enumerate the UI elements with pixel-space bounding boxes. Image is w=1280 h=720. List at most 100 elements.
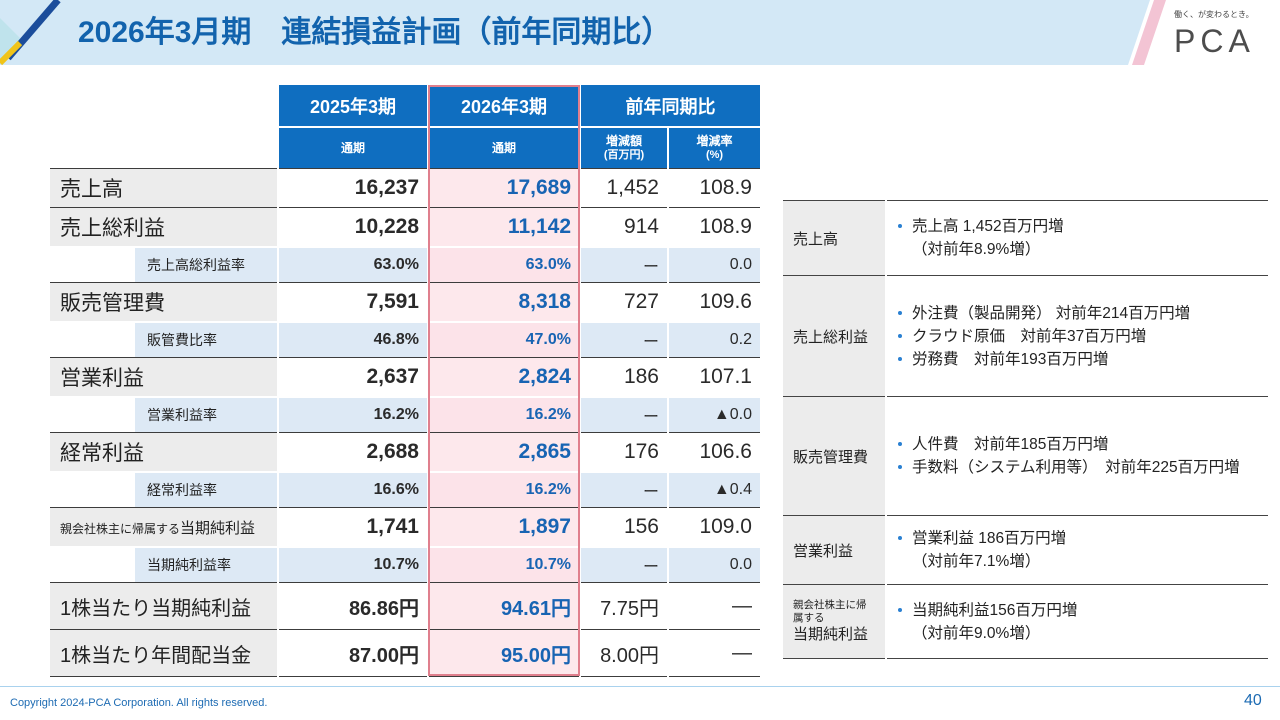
header-rate: 増減率 (%) — [667, 127, 760, 169]
row-label: 1株当たり当期純利益 — [50, 582, 278, 630]
note-subtext: （対前年8.9%増） — [912, 241, 1041, 258]
company-logo: 働く、が変わるとき。 PCA — [1174, 10, 1270, 59]
fy2026-value: 16.2% — [427, 396, 580, 433]
header-change: 増減額 (百万円) — [579, 127, 668, 169]
bullet-icon — [898, 310, 902, 315]
fy2025-value: 16,237 — [277, 168, 428, 208]
table-subheader-row: 通期 通期 増減額 (百万円) 増減率 (%) — [50, 127, 760, 169]
fy2025-value: 16.6% — [277, 471, 428, 508]
fy2026-value: 2,824 — [427, 357, 580, 397]
table-row: 売上総利益 10,228 11,142 914 108.9 — [50, 207, 760, 247]
variance-notes-table: 売上高 売上高 1,452百万円増 （対前年8.9%増） 売上総利益 外注費（製品… — [783, 200, 1268, 659]
note-text: クラウド原価 対前年37百万円増 — [912, 327, 1147, 345]
yoy-change-value: 8.00円 — [579, 629, 668, 677]
yoy-rate-value: 107.1 — [667, 357, 760, 397]
note-text: 営業利益 186百万円増 — [912, 530, 1067, 547]
yoy-change-value: ー — [579, 246, 668, 283]
bullet-icon — [898, 224, 902, 228]
note-item: 労務費 対前年193百万円増 — [898, 348, 1268, 371]
fy2026-value: 1,897 — [427, 507, 580, 547]
yoy-change-value: 186 — [579, 357, 668, 397]
row-label-prefix: 親会社株主に帰属する — [60, 522, 181, 536]
note-item: 当期純利益156百万円増 （対前年9.0%増） — [898, 599, 1268, 645]
note-text: 人件費 対前年185百万円増 — [912, 436, 1109, 453]
fy2025-value: 10.7% — [277, 546, 428, 583]
fy2026-value: 2,865 — [427, 432, 580, 472]
table-row: 営業利益 2,637 2,824 186 107.1 — [50, 357, 760, 397]
yoy-change-value: ー — [579, 396, 668, 433]
yoy-change-value: 176 — [579, 432, 668, 472]
fy2025-value: 2,688 — [277, 432, 428, 472]
title-banner — [0, 0, 1166, 65]
note-list: 営業利益 186百万円増 （対前年7.1%増） — [898, 527, 1268, 573]
note-text: 外注費（製品開発） 対前年214百万円増 — [912, 304, 1191, 322]
yoy-rate-value: 108.9 — [667, 168, 760, 208]
page-number: 40 — [1244, 692, 1262, 709]
note-list: 外注費（製品開発） 対前年214百万円増 クラウド原価 対前年37百万円増 労務… — [898, 302, 1268, 371]
row-label: 経常利益 — [50, 432, 278, 472]
yoy-change-value: 1,452 — [579, 168, 668, 208]
note-text: 手数料（システム利用等） 対前年225百万円増 — [912, 459, 1240, 476]
header-fy2026: 2026年3期 — [427, 85, 580, 128]
table-row: 親会社株主に帰属する当期純利益 1,741 1,897 156 109.0 — [50, 507, 760, 547]
yoy-rate-value: ― — [667, 582, 760, 630]
yoy-change-value: ー — [579, 471, 668, 508]
table-row: 1株当たり年間配当金 87.00円 95.00円 8.00円 ― — [50, 629, 760, 677]
yoy-rate-value: 0.2 — [667, 321, 760, 358]
row-label: 親会社株主に帰属する当期純利益 — [50, 507, 278, 547]
copyright: Copyright 2024-PCA Corporation. All righ… — [10, 697, 268, 709]
fy2025-value: 2,637 — [277, 357, 428, 397]
note-row: 営業利益 営業利益 186百万円増 （対前年7.1%増） — [783, 515, 1268, 585]
yoy-change-value: ー — [579, 321, 668, 358]
yoy-rate-value: 109.6 — [667, 282, 760, 322]
fy2026-value: 94.61円 — [427, 582, 580, 630]
bullet-icon — [898, 607, 902, 612]
row-label: 経常利益率 — [50, 471, 278, 508]
fy2026-value: 16.2% — [427, 471, 580, 508]
note-content: 売上高 1,452百万円増 （対前年8.9%増） — [886, 200, 1268, 276]
row-label: 販管費比率 — [50, 321, 278, 358]
yoy-rate-value: 109.0 — [667, 507, 760, 547]
note-item: 営業利益 186百万円増 （対前年7.1%増） — [898, 527, 1268, 573]
fy2026-value: 47.0% — [427, 321, 580, 358]
note-item: 人件費 対前年185百万円増 — [898, 433, 1268, 456]
row-label: 売上総利益 — [50, 207, 278, 247]
fy2026-value: 10.7% — [427, 546, 580, 583]
fy2025-value: 7,591 — [277, 282, 428, 322]
yoy-change-value: 727 — [579, 282, 668, 322]
fy2026-value: 8,318 — [427, 282, 580, 322]
bullet-icon — [898, 465, 902, 469]
note-label-prefix: 親会社株主に帰属する — [793, 598, 867, 624]
row-label: 1株当たり年間配当金 — [50, 629, 278, 677]
table-subrow: 売上高総利益率 63.0% 63.0% ー 0.0 — [50, 246, 760, 283]
row-label: 当期純利益率 — [50, 546, 278, 583]
yoy-rate-value: ▲0.4 — [667, 471, 760, 508]
yoy-rate-value: 0.0 — [667, 546, 760, 583]
yoy-change-value: ー — [579, 546, 668, 583]
header-rate-label: 増減率 — [696, 134, 733, 148]
row-label: 販売管理費 — [50, 282, 278, 322]
footer-divider — [0, 686, 1280, 687]
note-content: 人件費 対前年185百万円増 手数料（システム利用等） 対前年225百万円増 — [886, 396, 1268, 516]
header-yoy: 前年同期比 — [579, 85, 760, 128]
note-row: 売上高 売上高 1,452百万円増 （対前年8.9%増） — [783, 200, 1268, 276]
bullet-icon — [898, 442, 902, 446]
header-fy2026-period: 通期 — [427, 127, 580, 169]
note-content: 営業利益 186百万円増 （対前年7.1%増） — [886, 515, 1268, 585]
fy2025-value: 46.8% — [277, 321, 428, 358]
note-content: 当期純利益156百万円増 （対前年9.0%増） — [886, 584, 1268, 659]
fy2026-value: 17,689 — [427, 168, 580, 208]
note-list: 人件費 対前年185百万円増 手数料（システム利用等） 対前年225百万円増 — [898, 433, 1268, 479]
header-rate-unit: (%) — [705, 149, 724, 161]
logo-tagline: 働く、が変わるとき。 — [1174, 10, 1254, 19]
fy2026-value: 11,142 — [427, 207, 580, 247]
row-label-main: 当期純利益 — [180, 520, 256, 537]
header-change-unit: (百万円) — [603, 149, 645, 161]
note-list: 売上高 1,452百万円増 （対前年8.9%増） — [898, 215, 1268, 261]
yoy-change-value: 156 — [579, 507, 668, 547]
fy2025-value: 16.2% — [277, 396, 428, 433]
fy2025-value: 87.00円 — [277, 629, 428, 677]
header-change-label: 増減額 — [605, 134, 642, 148]
note-label: 親会社株主に帰属する 当期純利益 — [783, 584, 887, 659]
table-subrow: 経常利益率 16.6% 16.2% ー ▲0.4 — [50, 471, 760, 508]
